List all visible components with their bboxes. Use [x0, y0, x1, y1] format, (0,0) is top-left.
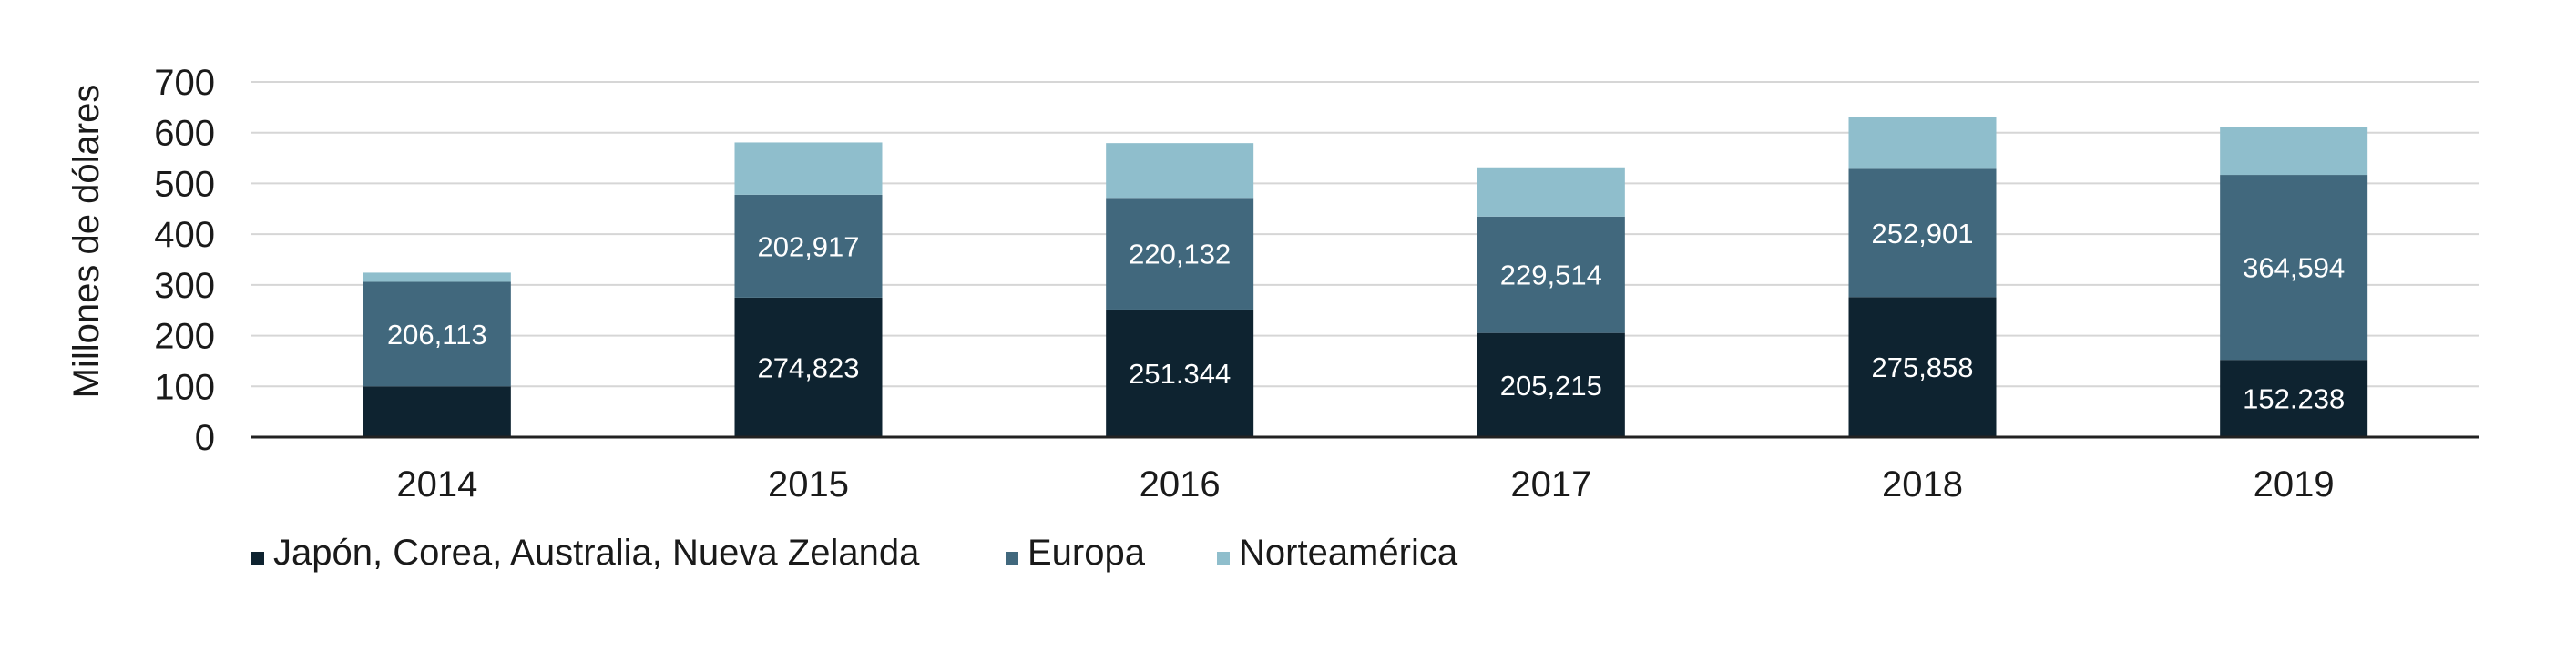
legend-label: Norteamérica [1239, 533, 1458, 573]
data-label: 220,132 [1129, 239, 1231, 270]
bars [363, 117, 2368, 437]
legend-label: Europa [1027, 533, 1146, 573]
data-label: 274,823 [757, 351, 859, 383]
legend-item: Japón, Corea, Australia, Nueva Zelanda [251, 533, 920, 573]
legend-swatch [251, 552, 264, 565]
legend-item: Europa [1006, 533, 1146, 573]
bar-segment-1 [2220, 360, 2368, 437]
bar-segment-3 [2220, 127, 2368, 176]
bar-segment-2 [1848, 168, 1997, 298]
y-tick-label: 0 [195, 418, 215, 458]
data-label: 152.238 [2243, 383, 2345, 415]
x-tick-label: 2018 [1882, 464, 1963, 504]
bar-segment-3 [1848, 117, 1997, 169]
bar-segment-3 [363, 272, 511, 282]
data-label: 252,901 [1871, 218, 1973, 250]
bar-segment-1 [1106, 309, 1254, 437]
bar-segment-2 [2220, 175, 2368, 361]
y-tick-label: 600 [154, 114, 215, 154]
bar-segment-1 [734, 297, 883, 437]
bar-segment-3 [1477, 167, 1625, 217]
data-label: 205,215 [1500, 370, 1602, 402]
x-tick-label: 2014 [396, 464, 477, 504]
y-axis-title: Millones de dólares [66, 85, 107, 399]
data-labels: 206,113 274,823 202,917 251.344 220,132 205,2… [387, 218, 2345, 415]
x-tick-label: 2019 [2254, 464, 2335, 504]
bar-segment-2 [1106, 198, 1254, 310]
y-tick-label: 300 [154, 266, 215, 306]
y-tick-label: 100 [154, 367, 215, 407]
bar-segment-1 [1848, 297, 1997, 437]
data-label: 229,514 [1500, 260, 1602, 291]
x-tick-label: 2015 [768, 464, 849, 504]
legend-item: Norteamérica [1217, 533, 1458, 573]
bar-segment-2 [1477, 216, 1625, 333]
x-tick-label: 2016 [1140, 464, 1221, 504]
axes: 0 100 200 300 400 500 600 700 2014 2015 2016 2017 20… [154, 63, 2479, 504]
y-tick-label: 200 [154, 317, 215, 357]
y-tick-label: 400 [154, 215, 215, 255]
y-tick-label: 700 [154, 63, 215, 103]
bar-segment-2 [363, 281, 511, 387]
data-label: 364,594 [2243, 252, 2345, 284]
bar-segment-3 [734, 142, 883, 195]
legend: Japón, Corea, Australia, Nueva Zelanda Eu… [251, 533, 1458, 573]
bar-segment-2 [734, 194, 883, 298]
legend-swatch [1217, 552, 1230, 565]
x-tick-label: 2017 [1510, 464, 1591, 504]
data-label: 251.344 [1129, 358, 1231, 390]
legend-label: Japón, Corea, Australia, Nueva Zelanda [273, 533, 920, 573]
y-tick-label: 500 [154, 164, 215, 204]
data-label: 275,858 [1871, 351, 1973, 383]
legend-swatch [1006, 552, 1018, 565]
bar-segment-3 [1106, 143, 1254, 199]
gridlines [251, 81, 2479, 388]
bar-segment-1 [1477, 332, 1625, 437]
bar-segment-1 [363, 386, 511, 437]
data-label: 206,113 [387, 319, 487, 351]
data-label: 202,917 [757, 230, 859, 262]
